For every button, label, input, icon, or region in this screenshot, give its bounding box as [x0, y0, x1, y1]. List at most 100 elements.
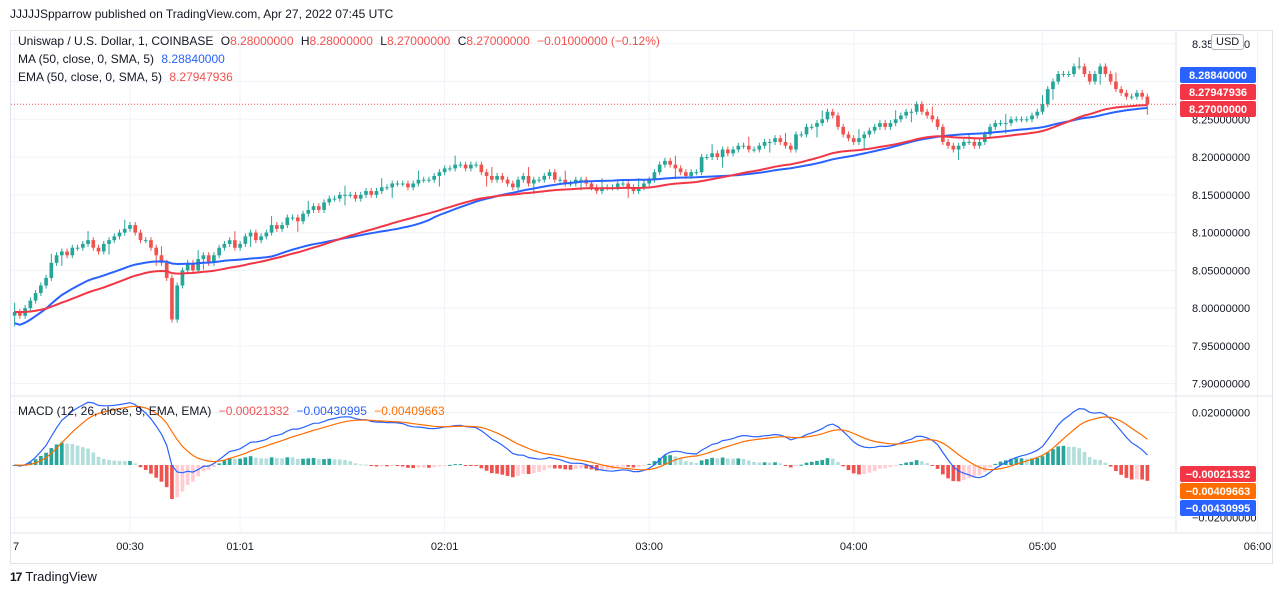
candle-body [920, 104, 924, 112]
macd-hist-bar [731, 458, 735, 465]
candle-body [967, 141, 971, 143]
macd-hist-bar [337, 459, 342, 465]
macd-hist-bar [867, 465, 872, 473]
macd-hist-bar [280, 458, 284, 465]
macd-hist-bar [80, 447, 85, 465]
candle-body [820, 119, 825, 124]
time-tick-label: 02:01 [431, 541, 459, 553]
price-badge [1180, 101, 1256, 117]
candle-body [65, 251, 69, 256]
macd-hist-bar [453, 464, 457, 466]
macd-hist-bar [857, 465, 861, 475]
macd-hist-bar [809, 461, 814, 465]
candle-body [133, 225, 138, 233]
macd-hist-bar [694, 463, 699, 465]
macd-hist-bar [972, 465, 977, 478]
candle-body [631, 187, 636, 192]
macd-hist-bar [993, 463, 998, 465]
macd-hist-bar [1051, 449, 1055, 465]
candle-body [1124, 92, 1129, 97]
candle-body [112, 236, 117, 241]
macd-hist-bar [206, 465, 211, 470]
candle-body [720, 149, 725, 158]
candle-body [80, 243, 85, 248]
candle-body [1082, 66, 1087, 74]
macd-hist-bar [988, 465, 992, 468]
candle-body [358, 194, 363, 199]
candle-body [857, 138, 861, 142]
currency-button[interactable]: USD [1211, 34, 1245, 50]
open-value: 8.28000000 [230, 34, 294, 48]
macd-hist-bar [1082, 451, 1087, 465]
macd-hist-bar [385, 465, 389, 467]
macd-tick-label: 0.02000000 [1192, 407, 1250, 419]
time-tick-label: 03:00 [635, 541, 663, 553]
macd-hist-bar [406, 465, 410, 468]
macd-hist-bar [290, 457, 295, 465]
macd-hist-bar [432, 465, 436, 468]
candle-body [442, 168, 447, 173]
macd-hist-bar [311, 458, 316, 465]
candle-body [1087, 73, 1092, 82]
chart-frame[interactable] [10, 30, 1273, 564]
candle-body [39, 285, 43, 294]
candle-body [295, 217, 300, 222]
macd-hist-bar [799, 464, 804, 466]
candle-body [33, 293, 38, 301]
macd-hist-bar [285, 457, 290, 465]
candle-body [427, 179, 431, 181]
main-legend: Uniswap / U.S. Dollar, 1, COINBASE O8.28… [18, 34, 664, 48]
candle-body [86, 240, 90, 244]
candle-body [259, 236, 263, 241]
macd-badge [1180, 500, 1256, 516]
candle-body [1140, 92, 1144, 97]
candle-body [1119, 89, 1123, 93]
macd-hist-bar [175, 465, 180, 498]
candle-body [343, 194, 347, 196]
macd-hist-bar [726, 458, 730, 465]
candle-body [1056, 73, 1061, 82]
macd-hist-bar [274, 458, 279, 465]
macd-hist-bar [390, 465, 395, 466]
candle-body [400, 183, 405, 185]
macd-hist-bar [531, 465, 536, 473]
macd-hist-bar [458, 464, 463, 466]
macd-line [14, 401, 1148, 479]
macd-hist-bar [883, 465, 888, 469]
macd-hist-bar [621, 465, 625, 467]
footer-brand[interactable]: 17 TradingView [10, 569, 97, 584]
macd-hist-bar [343, 460, 347, 465]
macd-hist-bar [1045, 452, 1050, 465]
macd-hist-bar [484, 465, 489, 471]
macd-legend: MACD (12, 26, close, 9, EMA, EMA) −0.000… [18, 404, 449, 418]
macd-badge-label: −0.00021332 [1186, 469, 1251, 481]
candle-body [421, 179, 426, 181]
macd-hist-bar [149, 465, 153, 474]
macd-hist-bar [668, 455, 672, 465]
candle-body [348, 194, 353, 196]
candle-body [589, 183, 594, 188]
macd-hist-bar [495, 465, 499, 474]
candle-body [254, 232, 258, 241]
candle-body [227, 240, 232, 244]
ma-value: 8.28840000 [161, 52, 225, 66]
candle-body [783, 141, 788, 146]
candle-body [453, 164, 457, 169]
candle-body [563, 179, 568, 184]
candle-body [715, 153, 720, 158]
macd-hist-bar [259, 458, 263, 465]
ema-legend: EMA (50, close, 0, SMA, 5) 8.27947936 [18, 70, 237, 84]
candle-body [1019, 119, 1024, 121]
macd-hist-bar [117, 460, 122, 465]
macd-hist-bar [752, 461, 756, 465]
candle-body [332, 198, 337, 200]
macd-hist-bar [904, 462, 908, 465]
macd-hist-bar [1056, 446, 1061, 465]
price-badge-label: 8.27947936 [1189, 87, 1247, 99]
macd-hist-bar [180, 465, 185, 492]
candle-body [44, 277, 48, 286]
macd-hist-bar [1014, 458, 1019, 465]
macd-hist-bar [107, 459, 111, 465]
candle-body [159, 255, 164, 263]
